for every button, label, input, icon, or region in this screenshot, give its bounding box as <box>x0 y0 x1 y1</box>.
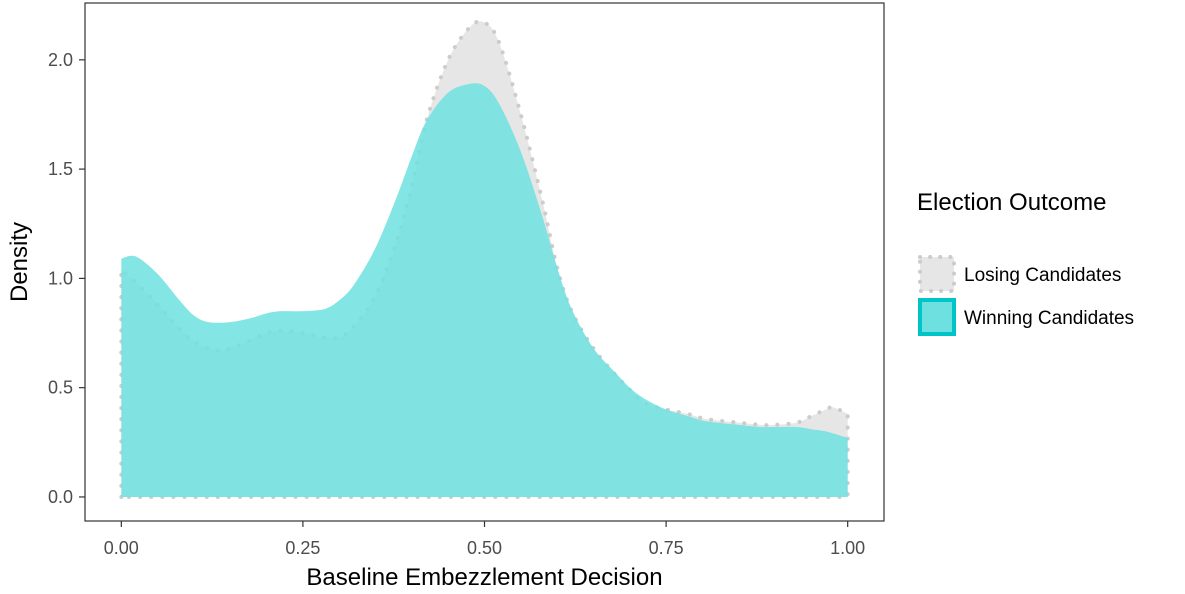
legend: Election Outcome Losing Candidates Winnin… <box>917 189 1134 336</box>
legend-key <box>918 298 956 336</box>
legend-item: Losing Candidates <box>918 255 1121 293</box>
y-tick-label: 0.0 <box>48 487 73 507</box>
x-tick-label: 0.00 <box>104 538 139 558</box>
y-tick-label: 0.5 <box>48 378 73 398</box>
y-tick-label: 1.0 <box>48 268 73 288</box>
legend-items: Losing Candidates Winning Candidates <box>918 255 1134 336</box>
x-tick-label: 1.00 <box>830 538 865 558</box>
y-tick-label: 2.0 <box>48 50 73 70</box>
legend-label: Winning Candidates <box>964 308 1134 329</box>
y-axis-title: Density <box>6 222 33 302</box>
x-axis: 0.00 0.25 0.50 0.75 1.00 <box>104 521 865 558</box>
legend-key <box>918 255 956 293</box>
y-axis: 0.0 0.5 1.0 1.5 2.0 <box>48 50 85 507</box>
legend-label: Losing Candidates <box>964 265 1121 286</box>
legend-title: Election Outcome <box>917 189 1106 216</box>
x-tick-label: 0.25 <box>285 538 320 558</box>
plot-panel <box>84 2 885 522</box>
density-area-winning-candidates <box>121 83 848 497</box>
legend-item: Winning Candidates <box>918 298 1134 336</box>
y-tick-label: 1.5 <box>48 159 73 179</box>
x-tick-label: 0.50 <box>467 538 502 558</box>
density-areas <box>119 19 850 499</box>
x-tick-label: 0.75 <box>649 538 684 558</box>
x-axis-title: Baseline Embezzlement Decision <box>306 564 662 591</box>
